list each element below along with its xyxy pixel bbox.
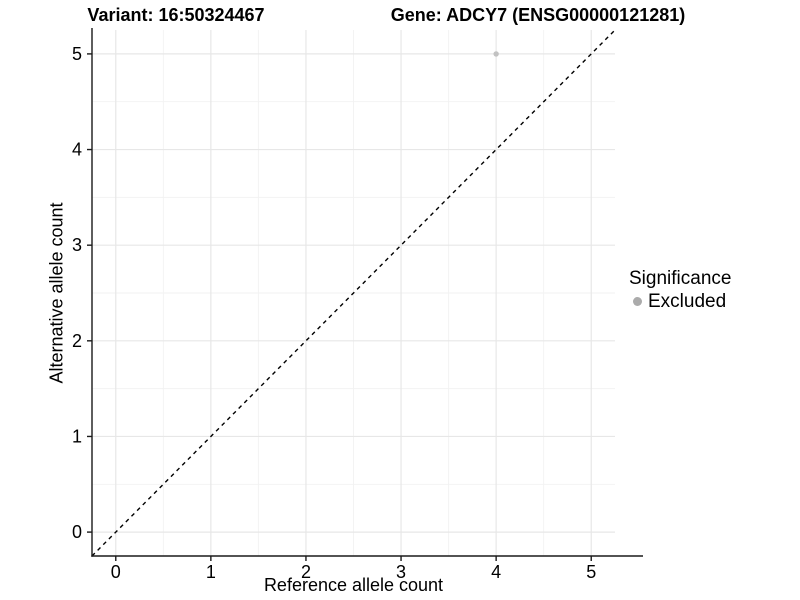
- y-tick-label: 5: [72, 44, 82, 64]
- y-tick-label: 4: [72, 140, 82, 160]
- x-tick-label: 4: [491, 562, 501, 582]
- x-tick-label: 0: [111, 562, 121, 582]
- legend-title: Significance: [629, 268, 732, 289]
- y-tick-label: 0: [72, 522, 82, 542]
- legend-item-excluded: Excluded: [629, 291, 731, 312]
- legend-key-dot: [633, 297, 642, 306]
- x-tick-label: 3: [396, 562, 406, 582]
- data-point: [493, 51, 499, 57]
- plot-title-gene: Gene: ADCY7 (ENSG00000121281): [390, 5, 686, 25]
- plot-title-variant: Variant: 16:50324467: [87, 5, 265, 25]
- legend-item-label: Excluded: [648, 291, 727, 312]
- y-tick-label: 3: [72, 235, 82, 255]
- identity-line: [91, 29, 616, 557]
- x-tick-label: 2: [301, 562, 311, 582]
- x-tick-label: 1: [206, 562, 216, 582]
- x-axis-title: Reference allele count: [263, 575, 444, 595]
- y-axis-title: Alternative allele count: [46, 202, 67, 384]
- legend: Significance Excluded: [629, 268, 731, 312]
- y-tick-label: 1: [72, 426, 82, 446]
- y-tick-label: 2: [72, 331, 82, 351]
- x-tick-label: 5: [586, 562, 596, 582]
